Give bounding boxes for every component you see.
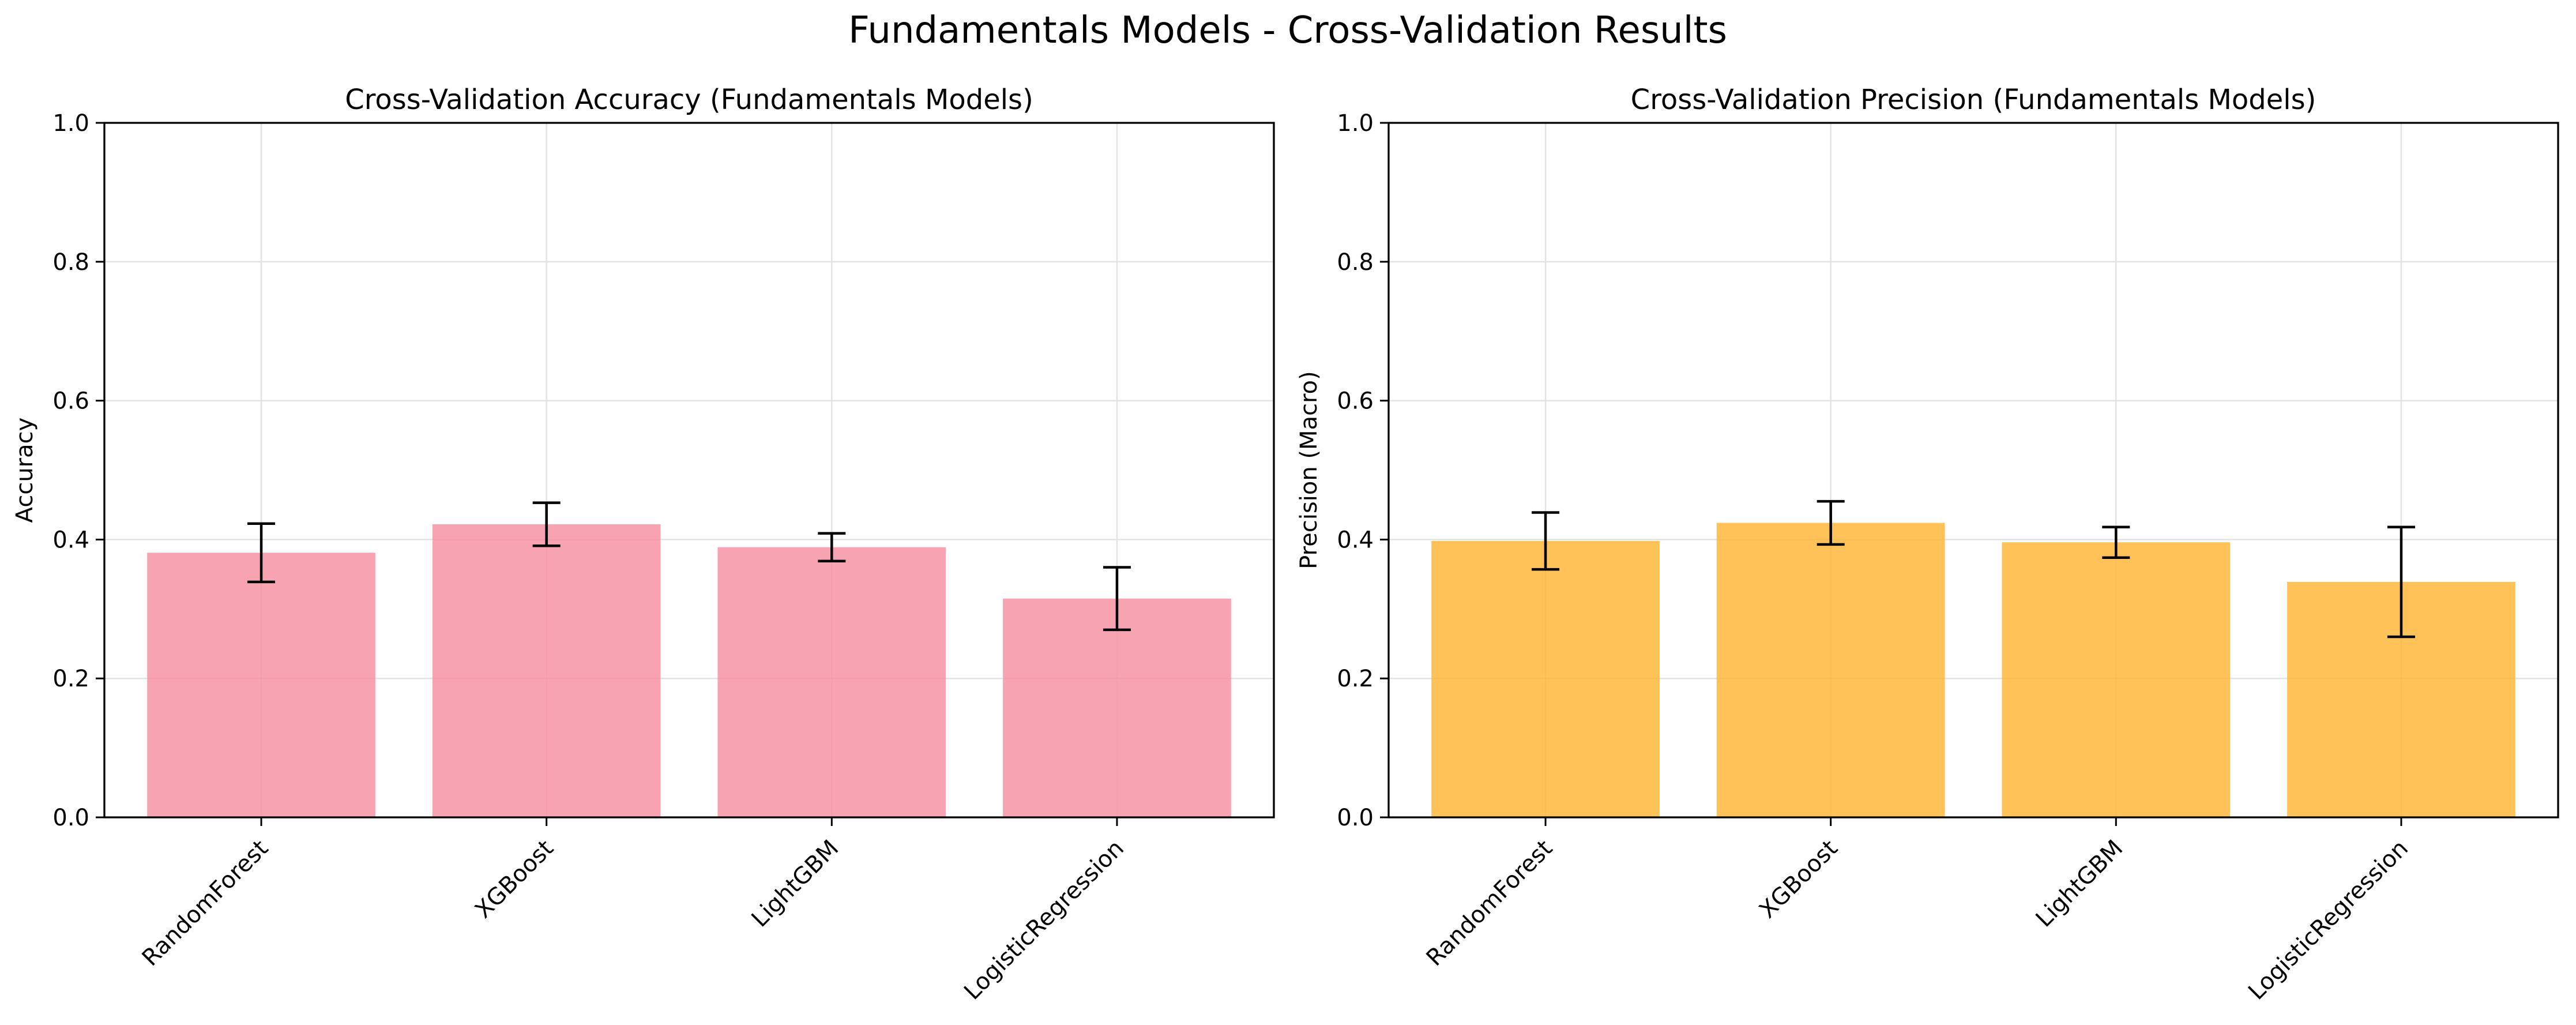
y-tick-label: 0.0 xyxy=(52,805,89,831)
axes-frame xyxy=(1387,122,2559,819)
bar-randomforest xyxy=(147,553,375,817)
bar-xgboost xyxy=(432,524,661,817)
y-tick-label: 0.0 xyxy=(1337,805,1374,831)
y-tick-label: 0.6 xyxy=(1337,388,1374,415)
bar-logisticregression xyxy=(1003,598,1231,817)
x-tick-label: LightGBM xyxy=(747,835,844,933)
x-tick-label: LightGBM xyxy=(2031,835,2129,933)
bar-lightgbm xyxy=(2002,542,2231,817)
x-tick-label: LogisticRegression xyxy=(959,835,1129,1005)
bar-xgboost xyxy=(1716,523,1945,817)
y-tick-label: 0.8 xyxy=(1337,249,1374,276)
y-tick-label: 0.2 xyxy=(1337,666,1374,692)
chart-2: 0.0 0.2 0.4 0.6 0.8 1.0 RandomForest XGBoost Lig… xyxy=(1296,84,2559,1005)
y-tick-label: 0.8 xyxy=(52,249,89,276)
chart-title: Cross-Validation Precision (Fundamentals… xyxy=(1631,84,2316,116)
y-axis-label: Accuracy xyxy=(12,418,38,523)
x-tick-label: RandomForest xyxy=(1421,835,1558,971)
y-tick-label: 1.0 xyxy=(52,110,89,137)
x-tick-label: RandomForest xyxy=(137,835,273,971)
y-tick-label: 1.0 xyxy=(1337,110,1374,137)
x-tick-label: LogisticRegression xyxy=(2243,835,2413,1005)
y-tick-label: 0.4 xyxy=(52,527,89,553)
y-tick-label: 0.2 xyxy=(52,666,89,692)
y-tick-label: 0.4 xyxy=(1337,527,1374,553)
y-tick-label: 0.6 xyxy=(52,388,89,415)
bar-lightgbm xyxy=(717,547,946,817)
bar-randomforest xyxy=(1431,540,1660,817)
axes-frame xyxy=(103,122,1275,819)
charts: 0.0 0.2 0.4 0.6 0.8 1.0 RandomForest XGBoost Lig… xyxy=(12,84,2559,1005)
x-tick-label: XGBoost xyxy=(1754,835,1843,924)
x-tick-label: XGBoost xyxy=(470,835,559,924)
y-axis-label: Precision (Macro) xyxy=(1296,371,1322,569)
chart-title: Cross-Validation Accuracy (Fundamentals … xyxy=(345,84,1033,116)
figure-title: Fundamentals Models - Cross-Validation R… xyxy=(848,9,1727,52)
chart-1: 0.0 0.2 0.4 0.6 0.8 1.0 RandomForest XGBoost Lig… xyxy=(12,84,1275,1005)
